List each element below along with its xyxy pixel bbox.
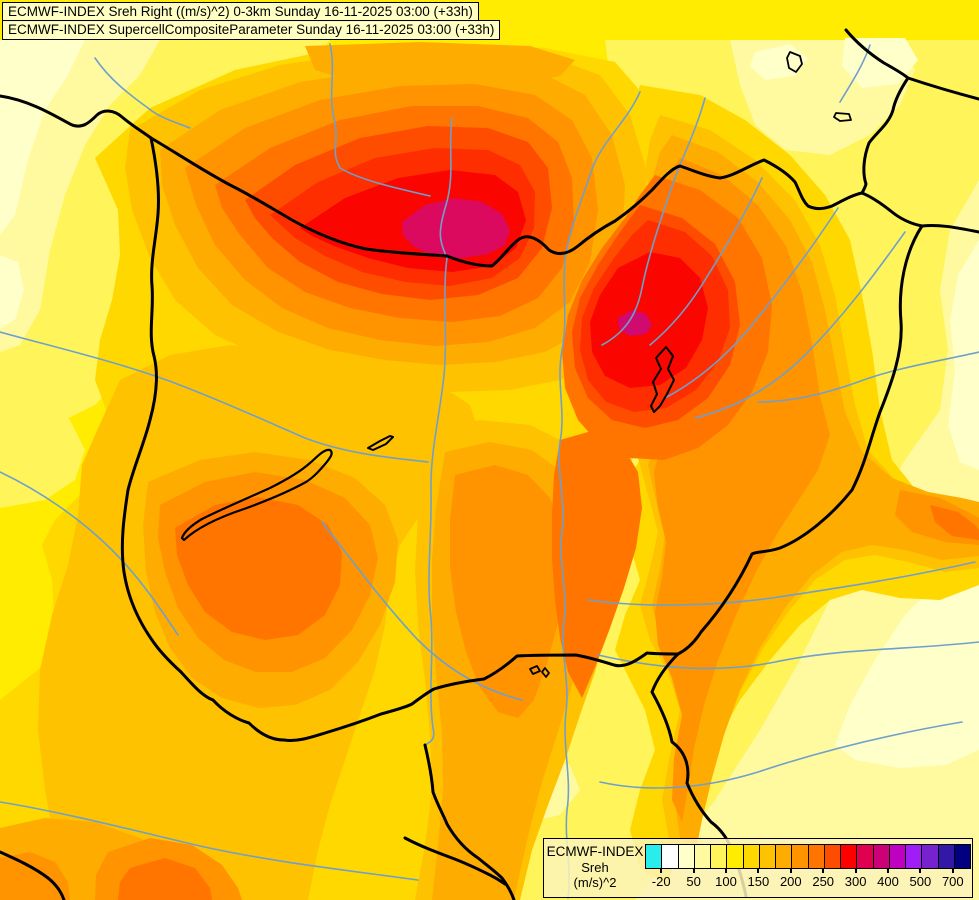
river-bodrog bbox=[601, 97, 706, 346]
river-mura bbox=[0, 471, 179, 636]
legend-swatch bbox=[727, 845, 744, 868]
color-scale-legend: ECMWF-INDEX Sreh (m/s)^2 -20 50 100 150 200 2… bbox=[543, 838, 973, 898]
legend-tick-label: 150 bbox=[747, 874, 770, 889]
legend-colorbar bbox=[645, 844, 971, 869]
legend-swatch bbox=[873, 845, 890, 868]
lake-small-2 bbox=[541, 667, 550, 678]
legend-swatch bbox=[922, 845, 939, 868]
border-east-south bbox=[650, 224, 924, 898]
legend-tick-label: 100 bbox=[715, 874, 737, 889]
map-title-line-1: ECMWF-INDEX Sreh Right ((m/s)^2) 0-3km S… bbox=[2, 2, 479, 22]
river-right-mid bbox=[757, 351, 979, 403]
border-ne-vertical bbox=[860, 76, 910, 195]
legend-swatch bbox=[759, 845, 776, 868]
river-maros bbox=[599, 721, 963, 789]
river-sio bbox=[321, 521, 523, 701]
legend-swatch bbox=[824, 845, 841, 868]
lake-balaton bbox=[180, 448, 333, 542]
legend-tick-mark bbox=[854, 868, 857, 873]
legend-tick-mark bbox=[789, 868, 792, 873]
legend-swatch bbox=[841, 845, 858, 868]
lakes bbox=[180, 51, 852, 678]
legend-swatch bbox=[906, 845, 923, 868]
legend-tick-label: 300 bbox=[844, 874, 867, 889]
river-sava bbox=[0, 801, 419, 881]
border-danube-south bbox=[423, 743, 516, 900]
border-hungary-south bbox=[179, 651, 680, 742]
river-danube-north bbox=[439, 117, 453, 257]
border-northwest bbox=[0, 94, 153, 140]
legend-swatch bbox=[954, 845, 970, 868]
river-raba bbox=[0, 331, 429, 463]
border-hungary-west bbox=[120, 136, 183, 674]
legend-tick-mark bbox=[692, 868, 695, 873]
legend-label: ECMWF-INDEX Sreh (m/s)^2 bbox=[544, 844, 646, 890]
legend-swatch bbox=[776, 845, 793, 868]
river-koros-2 bbox=[597, 641, 979, 670]
legend-tick-mark bbox=[887, 868, 889, 873]
legend-swatch bbox=[678, 845, 695, 868]
legend-swatch bbox=[743, 845, 760, 868]
lake-ne-1 bbox=[786, 51, 803, 73]
legend-tick-label: 500 bbox=[909, 874, 932, 889]
border-bottom-center bbox=[403, 836, 507, 886]
legend-swatch bbox=[808, 845, 825, 868]
legend-tick-mark bbox=[725, 868, 727, 873]
lake-small-1 bbox=[529, 665, 541, 675]
border-hungary-north bbox=[149, 136, 979, 268]
legend-tick-label: 200 bbox=[779, 874, 802, 889]
legend-swatch bbox=[857, 845, 874, 868]
legend-tick-label: 700 bbox=[941, 874, 964, 889]
legend-tick-mark bbox=[822, 868, 825, 873]
river-szamos bbox=[694, 231, 906, 419]
legend-tick-label: 250 bbox=[812, 874, 835, 889]
border-bottom-left bbox=[0, 850, 66, 900]
legend-tick-mark bbox=[660, 868, 663, 873]
lake-velence bbox=[367, 435, 394, 451]
legend-tick-mark bbox=[919, 868, 922, 873]
legend-swatch bbox=[662, 845, 679, 868]
legend-tick-label: 50 bbox=[686, 874, 701, 889]
legend-tick-label: 400 bbox=[877, 874, 899, 889]
lake-ne-2 bbox=[833, 112, 852, 122]
legend-tick-mark bbox=[757, 868, 760, 873]
river-tisza bbox=[558, 91, 641, 899]
river-sajo bbox=[664, 207, 839, 399]
border-ne-diagonal bbox=[844, 28, 979, 101]
legend-tickrow: -20 50 100 150 200 250 300 400 500 700 bbox=[645, 868, 969, 896]
legend-tick-mark bbox=[951, 868, 954, 873]
legend-swatch bbox=[938, 845, 955, 868]
river-danube bbox=[424, 257, 448, 746]
legend-label-parameter: Sreh bbox=[581, 860, 609, 875]
legend-label-model: ECMWF-INDEX bbox=[546, 844, 644, 859]
legend-label-unit: (m/s)^2 bbox=[573, 875, 617, 890]
lake-tisza bbox=[650, 346, 675, 413]
legend-swatch bbox=[711, 845, 728, 868]
contour-crimson bbox=[402, 198, 652, 336]
country-borders bbox=[0, 28, 979, 900]
legend-swatch bbox=[889, 845, 906, 868]
river-vah bbox=[329, 43, 431, 197]
river-koros-1 bbox=[587, 561, 976, 606]
rivers bbox=[0, 43, 979, 899]
legend-swatch bbox=[792, 845, 809, 868]
map-title-line-2: ECMWF-INDEX SupercellCompositeParameter … bbox=[2, 20, 501, 40]
legend-swatch bbox=[646, 845, 663, 868]
legend-tick-label: -20 bbox=[651, 874, 671, 889]
river-nw-small bbox=[94, 57, 191, 129]
legend-swatch bbox=[694, 845, 711, 868]
river-hernad bbox=[649, 177, 763, 346]
